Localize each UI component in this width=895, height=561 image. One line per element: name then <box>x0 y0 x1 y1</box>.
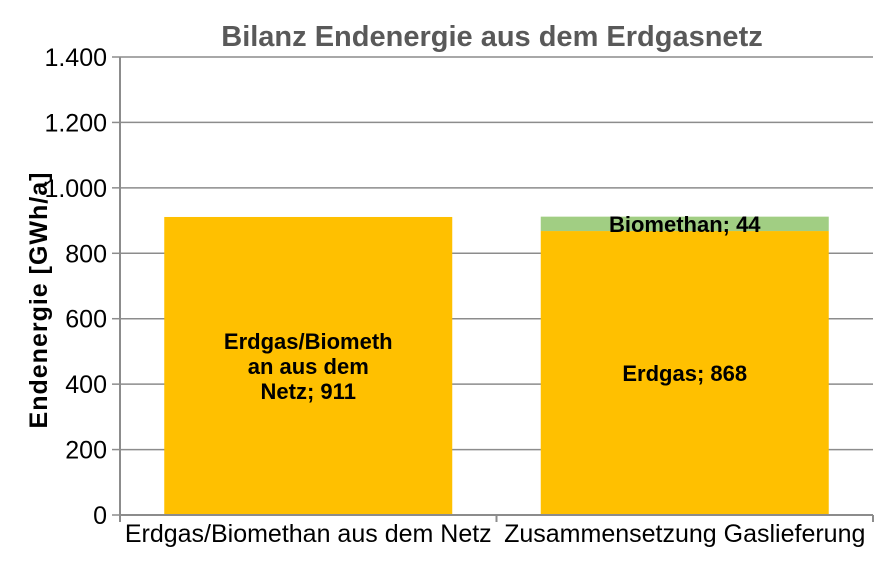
y-axis-tick-label: 0 <box>93 502 107 530</box>
axis-labels-layer: 0 200 400 600 800 1.000 1.200 1.400 Erdgas/Biome… <box>44 44 865 548</box>
bar-segment-erdgas <box>540 231 829 516</box>
bar-segment-label-erdgas-biomethan-aus-dem-netz: an aus dem <box>248 354 369 379</box>
y-axis-tick-label: 600 <box>65 306 107 334</box>
bar-segment-erdgas-biomethan-aus-dem-netz <box>164 216 453 516</box>
bar-segment-label-erdgas-biomethan-aus-dem-netz: Netz; 911 <box>261 379 356 404</box>
bar-segment-label-biomethan: Biomethan; 44 <box>609 212 761 237</box>
y-axis-tick-label: 1.400 <box>44 44 107 72</box>
x-category-label: Erdgas/Biomethan aus dem Netz <box>125 520 492 548</box>
bar-segment-label-erdgas-biomethan-aus-dem-netz: Erdgas/Biometh <box>224 329 393 354</box>
y-axis-tick-label: 400 <box>65 371 107 399</box>
y-axis-tick-label: 1.000 <box>44 175 107 203</box>
axes-layer <box>112 56 874 522</box>
y-axis-tick-label: 1.200 <box>44 109 107 137</box>
y-axis-tick-label: 200 <box>65 437 107 465</box>
bar-segment-biomethan <box>540 216 829 232</box>
chart-title: Bilanz Endenergie aus dem Erdgasnetz <box>221 21 762 53</box>
y-axis-title: Endenergie [GWh/a] <box>25 172 53 429</box>
bar-segment-label-erdgas: Erdgas; 868 <box>622 361 747 386</box>
y-axis-tick-label: 800 <box>65 240 107 268</box>
x-category-label: Zusammensetzung Gaslieferung <box>504 520 865 548</box>
